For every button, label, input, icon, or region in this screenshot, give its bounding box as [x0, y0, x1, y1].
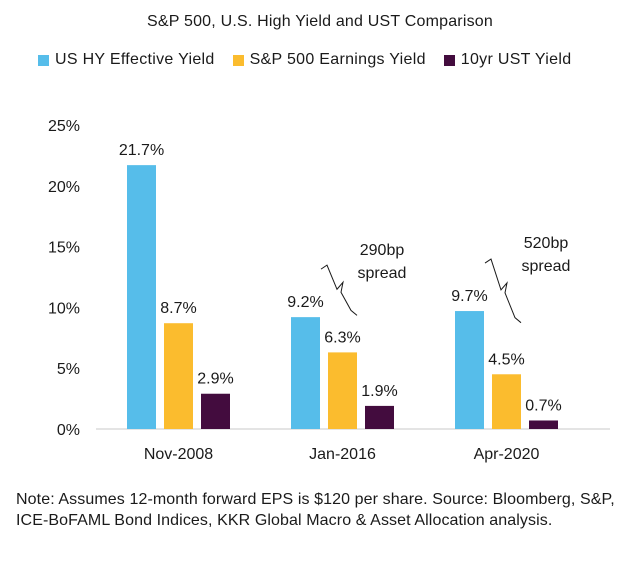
- x-tick-label: Apr-2020: [474, 446, 540, 463]
- data-label: 8.7%: [160, 300, 196, 317]
- data-label: 2.9%: [197, 371, 233, 388]
- y-tick-label: 10%: [48, 300, 80, 317]
- spread-bracket: [484, 258, 522, 324]
- data-label: 9.7%: [451, 288, 487, 305]
- bar-hy: [291, 317, 320, 429]
- spread-bracket: [320, 264, 358, 316]
- data-label: 1.9%: [361, 383, 397, 400]
- bar-sp: [328, 352, 357, 429]
- spread-label-value: 290bp: [360, 242, 405, 259]
- legend-swatch-hy: [38, 54, 49, 66]
- y-tick-label: 5%: [57, 361, 80, 378]
- legend-item-hy: US HY Effective Yield: [38, 51, 215, 69]
- bar-sp: [492, 374, 521, 429]
- data-label: 6.3%: [324, 329, 360, 346]
- legend-swatch-ust: [443, 54, 455, 66]
- x-tick-label: Jan-2016: [309, 446, 376, 463]
- y-tick-label: 0%: [57, 422, 80, 439]
- source-note: Note: Assumes 12-month forward EPS is $1…: [16, 491, 615, 529]
- legend-item-sp: S&P 500 Earnings Yield: [232, 51, 426, 69]
- y-tick-label: 15%: [48, 240, 80, 257]
- chart-title: S&P 500, U.S. High Yield and UST Compari…: [147, 13, 493, 30]
- y-tick-label: 20%: [48, 179, 80, 196]
- legend-label-sp: S&P 500 Earnings Yield: [249, 51, 426, 68]
- legend-label-ust: 10yr UST Yield: [460, 51, 572, 68]
- spread-label-text: spread: [522, 258, 571, 275]
- legend-label-hy: US HY Effective Yield: [55, 51, 215, 68]
- bar-sp: [164, 323, 193, 429]
- data-label: 9.2%: [287, 294, 323, 311]
- bar-chart: 0% 5% 10% 15% 20% 25% 21.7% 8.7% 2.9% Nov-2008 9.2…: [48, 118, 610, 463]
- data-label: 0.7%: [525, 397, 561, 414]
- spread-label-value: 520bp: [524, 235, 569, 252]
- bar-ust: [365, 405, 394, 429]
- data-label: 4.5%: [488, 351, 524, 368]
- spread-label-text: spread: [358, 265, 407, 282]
- bar-hy: [127, 165, 156, 430]
- y-tick-label: 25%: [48, 118, 80, 135]
- legend-swatch-sp: [232, 54, 244, 66]
- bar-hy: [455, 311, 484, 429]
- legend-item-ust: 10yr UST Yield: [443, 51, 572, 69]
- bar-ust: [201, 393, 230, 429]
- legend: US HY Effective Yield S&P 500 Earnings Y…: [38, 51, 589, 69]
- data-label: 21.7%: [119, 142, 164, 159]
- bar-ust: [529, 420, 558, 429]
- x-tick-label: Nov-2008: [144, 446, 213, 463]
